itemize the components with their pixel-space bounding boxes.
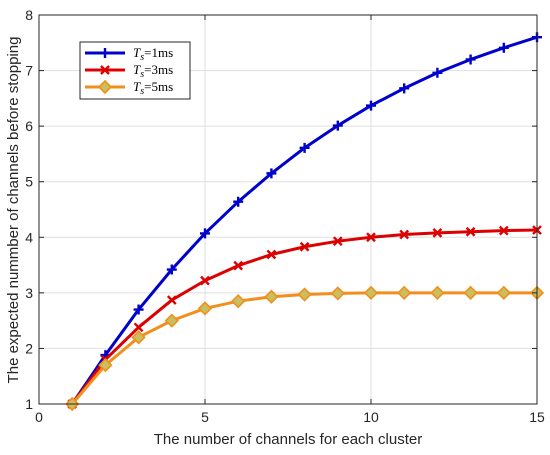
grid (38, 14, 538, 405)
data-point (498, 225, 509, 236)
data-point (131, 330, 146, 345)
data-point (133, 304, 144, 315)
data-point (200, 228, 210, 239)
data-point (297, 287, 312, 302)
y-tick-label: 6 (25, 118, 33, 134)
data-point (397, 285, 412, 300)
data-point (197, 301, 213, 316)
data-point (166, 264, 177, 275)
legend-label: Ts=1ms (133, 45, 173, 63)
data-point (266, 168, 277, 179)
data-point (299, 241, 310, 252)
data-point (299, 142, 310, 153)
data-point (98, 357, 113, 373)
data-point (166, 295, 177, 305)
y-axis-label: The expected nummber of channels before … (5, 37, 22, 384)
x-tick-label: 0 (35, 409, 43, 425)
data-point (430, 285, 445, 300)
legend-label: Ts=3ms (133, 62, 173, 80)
data-point (363, 285, 379, 300)
data-point (233, 260, 244, 271)
data-point (100, 48, 110, 58)
series-3 (65, 285, 545, 412)
x-axis-label: The number of channels for each cluster (154, 431, 422, 448)
legend-item: Ts=3ms (85, 62, 173, 80)
data-point (399, 229, 410, 240)
data-point (266, 249, 277, 260)
series-layer (65, 32, 545, 412)
data-point (332, 120, 343, 131)
x-tick-label: 5 (201, 409, 209, 425)
data-point (465, 226, 476, 237)
y-tick-label: 2 (25, 340, 33, 356)
y-tick-label: 1 (25, 396, 33, 412)
data-point (332, 236, 343, 247)
y-tick-label: 5 (25, 174, 33, 190)
data-point (498, 42, 509, 53)
data-point (432, 227, 443, 238)
data-point (463, 285, 478, 300)
x-tick-label: 15 (529, 409, 545, 425)
legend-item: Ts=1ms (85, 45, 173, 63)
data-point (264, 289, 279, 304)
data-point (366, 232, 376, 243)
data-point (233, 196, 244, 207)
axes: 0 5 10 15 1 2 3 4 5 6 7 8 (25, 7, 545, 425)
legend-item: Ts=5ms (85, 79, 173, 97)
y-tick-label: 4 (25, 229, 33, 245)
data-point (231, 294, 246, 309)
plot-frame (38, 14, 538, 405)
y-tick-label: 7 (25, 63, 33, 79)
y-tick-label: 3 (25, 285, 33, 301)
x-tick-label: 10 (363, 409, 379, 425)
legend-label: Ts=5ms (133, 79, 173, 97)
y-tick-label: 8 (25, 7, 33, 23)
data-point (97, 79, 113, 95)
data-point (133, 322, 144, 333)
data-point (366, 100, 376, 111)
data-point (164, 313, 179, 328)
data-point (200, 275, 210, 286)
data-point (330, 286, 345, 301)
data-point (100, 65, 110, 75)
data-point (496, 285, 511, 300)
data-point (399, 83, 410, 94)
data-point (465, 54, 476, 65)
data-point (432, 67, 443, 78)
